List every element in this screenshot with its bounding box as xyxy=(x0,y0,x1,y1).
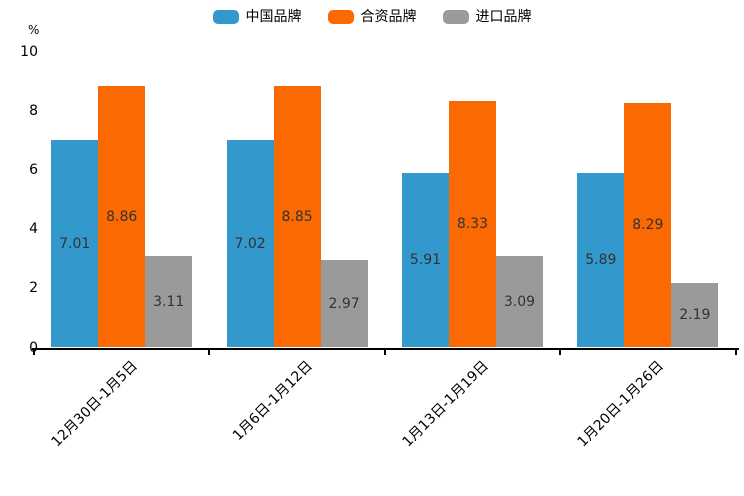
x-axis-tick xyxy=(208,349,211,355)
x-tick-label: 1月13日-1月19日 xyxy=(399,357,492,450)
bar-value-label: 2.19 xyxy=(679,307,711,324)
x-tick-label: 1月6日-1月12日 xyxy=(230,357,317,444)
legend-item-进口品牌: 进口品牌 xyxy=(442,9,532,25)
legend-swatch-icon xyxy=(212,10,239,24)
bar-中国品牌-0: 7.01 xyxy=(51,140,99,348)
bar-合资品牌-0: 8.86 xyxy=(98,85,146,348)
bar-中国品牌-3: 5.89 xyxy=(577,173,625,348)
legend-item-合资品牌: 合资品牌 xyxy=(327,9,417,25)
legend-swatch-icon xyxy=(442,10,469,24)
x-axis-tick xyxy=(383,349,386,355)
bar-value-label: 3.11 xyxy=(153,293,185,310)
legend-swatch-icon xyxy=(327,10,354,24)
y-tick-label: 8 xyxy=(29,103,38,120)
bar-进口品牌-2: 3.09 xyxy=(495,256,543,348)
bar-value-label: 7.01 xyxy=(59,235,91,252)
y-axis-unit-label: % xyxy=(28,23,40,37)
x-tick-label: 12月30日-1月5日 xyxy=(48,357,142,450)
legend-label: 进口品牌 xyxy=(475,9,532,25)
bar-value-label: 5.91 xyxy=(409,252,442,269)
chart-legend: 中国品牌 合资品牌 进口品牌 xyxy=(0,6,744,28)
y-tick-label: 6 xyxy=(29,162,38,179)
x-axis-line xyxy=(32,347,739,350)
bar-value-label: 8.33 xyxy=(456,216,489,233)
y-tick-label: 2 xyxy=(29,280,38,297)
bar-value-label: 7.02 xyxy=(234,235,266,252)
bar-value-label: 5.89 xyxy=(585,252,617,269)
x-axis-tick xyxy=(33,349,35,355)
y-tick-label: 10 xyxy=(20,44,38,60)
bar-进口品牌-1: 2.97 xyxy=(320,259,368,348)
bar-value-label: 3.09 xyxy=(503,293,536,310)
x-axis-tick xyxy=(559,349,562,355)
bar-进口品牌-3: 2.19 xyxy=(671,282,719,348)
bar-合资品牌-1: 8.85 xyxy=(273,85,321,348)
bar-value-label: 2.97 xyxy=(328,295,360,312)
bar-中国品牌-1: 7.02 xyxy=(226,140,274,348)
y-tick-label: 4 xyxy=(29,221,38,238)
legend-label: 中国品牌 xyxy=(245,9,302,25)
x-axis-tick xyxy=(734,349,737,355)
bar-进口品牌-0: 3.11 xyxy=(145,255,193,348)
bar-value-label: 8.85 xyxy=(281,208,313,225)
x-tick-label: 1月20日-1月26日 xyxy=(574,357,668,450)
bar-value-label: 8.29 xyxy=(632,217,664,233)
bar-合资品牌-3: 8.29 xyxy=(624,102,672,348)
bar-中国品牌-2: 5.91 xyxy=(401,172,449,348)
legend-label: 合资品牌 xyxy=(360,9,417,25)
bar-合资品牌-2: 8.33 xyxy=(448,101,496,348)
bar-value-label: 8.86 xyxy=(106,208,138,225)
legend-item-中国品牌: 中国品牌 xyxy=(212,9,302,25)
